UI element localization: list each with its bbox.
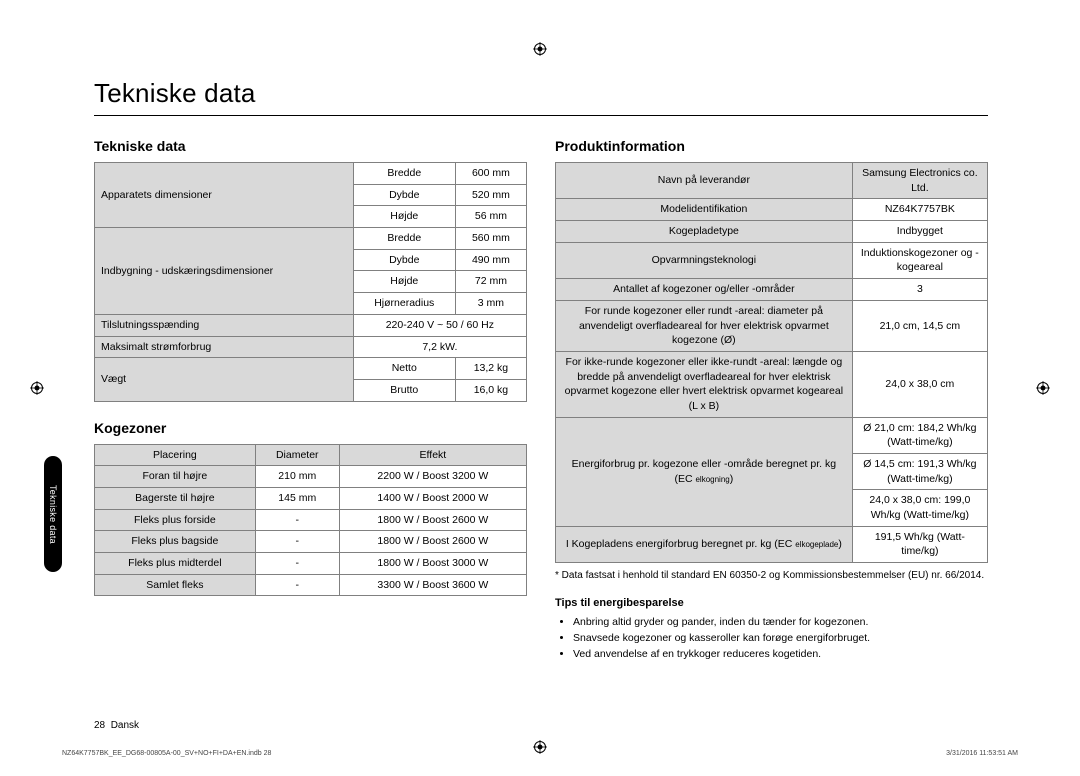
zone-effect: 1400 W / Boost 2000 W [339, 487, 526, 509]
product-label: Antallet af kogezoner og/eller -områder [556, 279, 853, 301]
product-value: Indbygget [852, 221, 987, 243]
spec-key: Hjørneradius [353, 293, 455, 315]
spec-val: 13,2 kg [455, 358, 526, 380]
spec-key: Højde [353, 206, 455, 228]
list-item: Anbring altid gryder og pander, inden du… [573, 615, 988, 629]
zone-diameter: - [255, 531, 339, 553]
product-value: 3 [852, 279, 987, 301]
spec-val: 600 mm [455, 163, 526, 185]
tips-title: Tips til energibesparelse [555, 597, 988, 609]
spec-key: Bredde [353, 163, 455, 185]
spec-val: 7,2 kW. [353, 336, 526, 358]
spec-table: Apparatets dimensioner Bredde 600 mm Dyb… [94, 162, 527, 402]
zone-effect: 2200 W / Boost 3200 W [339, 466, 526, 488]
zone-diameter: 145 mm [255, 487, 339, 509]
crop-mark-icon [533, 42, 547, 56]
zone-effect: 1800 W / Boost 2600 W [339, 509, 526, 531]
section-title-zones: Kogezoner [94, 420, 527, 436]
zone-name: Bagerste til højre [95, 487, 256, 509]
right-column: Produktinformation Navn på leverandør Sa… [555, 138, 988, 663]
spec-key: Dybde [353, 184, 455, 206]
spec-val: 3 mm [455, 293, 526, 315]
spec-val: 520 mm [455, 184, 526, 206]
spec-val: 16,0 kg [455, 379, 526, 401]
product-info-table: Navn på leverandør Samsung Electronics c… [555, 162, 988, 563]
zone-name: Fleks plus midterdel [95, 553, 256, 575]
spec-key: Bredde [353, 228, 455, 250]
list-item: Ved anvendelse af en trykkoger reduceres… [573, 647, 988, 661]
product-label: I Kogepladens energiforbrug beregnet pr.… [556, 526, 853, 562]
zones-header: Effekt [339, 444, 526, 466]
product-label-energy: Energiforbrug pr. kogezone eller -område… [556, 417, 853, 526]
zone-effect: 1800 W / Boost 3000 W [339, 553, 526, 575]
footnote: * Data fastsat i henhold til standard EN… [555, 569, 988, 583]
zone-name: Fleks plus forside [95, 509, 256, 531]
zones-table: Placering Diameter Effekt Foran til højr… [94, 444, 527, 597]
product-value: 21,0 cm, 14,5 cm [852, 300, 987, 351]
spec-val: 490 mm [455, 249, 526, 271]
spec-key: Brutto [353, 379, 455, 401]
product-header-label: Navn på leverandør [556, 163, 853, 199]
spec-key: Netto [353, 358, 455, 380]
product-value: 24,0 x 38,0 cm: 199,0 Wh/kg (Watt-time/k… [852, 490, 987, 526]
product-label: For runde kogezoner eller rundt -areal: … [556, 300, 853, 351]
product-label: Modelidentifikation [556, 199, 853, 221]
zone-effect: 3300 W / Boost 3600 W [339, 574, 526, 596]
product-value: Ø 21,0 cm: 184,2 Wh/kg (Watt-time/kg) [852, 417, 987, 453]
spec-val: 56 mm [455, 206, 526, 228]
zone-diameter: - [255, 574, 339, 596]
zone-name: Foran til højre [95, 466, 256, 488]
table-row: Fleks plus bagside - 1800 W / Boost 2600… [95, 531, 527, 553]
product-value: 24,0 x 38,0 cm [852, 351, 987, 417]
table-row: Bagerste til højre 145 mm 1400 W / Boost… [95, 487, 527, 509]
product-value: 191,5 Wh/kg (Watt-time/kg) [852, 526, 987, 562]
zone-diameter: - [255, 509, 339, 531]
product-label: Opvarmningsteknologi [556, 242, 853, 278]
spec-group-label: Tilslutningsspænding [95, 314, 354, 336]
crop-mark-icon [1036, 381, 1050, 395]
section-title-product: Produktinformation [555, 138, 988, 154]
page-number: 28 Dansk [94, 720, 139, 731]
footer-timestamp: 3/31/2016 11:53:51 AM [946, 750, 1018, 757]
footer-filename: NZ64K7757BK_EE_DG68-00805A-00_SV+NO+FI+D… [62, 750, 271, 757]
spec-key: Dybde [353, 249, 455, 271]
zone-effect: 1800 W / Boost 2600 W [339, 531, 526, 553]
zone-name: Fleks plus bagside [95, 531, 256, 553]
table-row: Fleks plus midterdel - 1800 W / Boost 30… [95, 553, 527, 575]
table-row: Foran til højre 210 mm 2200 W / Boost 32… [95, 466, 527, 488]
spec-group-label: Indbygning - udskæringsdimensioner [95, 228, 354, 315]
spec-group-label: Apparatets dimensioner [95, 163, 354, 228]
spec-key: Højde [353, 271, 455, 293]
zones-header: Diameter [255, 444, 339, 466]
main-title: Tekniske data [94, 78, 988, 116]
tips-list: Anbring altid gryder og pander, inden du… [555, 615, 988, 662]
zones-header: Placering [95, 444, 256, 466]
spec-group-label: Maksimalt strømforbrug [95, 336, 354, 358]
spec-val: 220-240 V ~ 50 / 60 Hz [353, 314, 526, 336]
list-item: Snavsede kogezoner og kasseroller kan fo… [573, 631, 988, 645]
product-label: For ikke-runde kogezoner eller ikke-rund… [556, 351, 853, 417]
product-label: Kogepladetype [556, 221, 853, 243]
spec-val: 72 mm [455, 271, 526, 293]
spec-group-label: Vægt [95, 358, 354, 401]
spec-val: 560 mm [455, 228, 526, 250]
page-content: Tekniske data Tekniske data Apparatets d… [94, 78, 988, 663]
zone-diameter: - [255, 553, 339, 575]
table-row: Samlet fleks - 3300 W / Boost 3600 W [95, 574, 527, 596]
left-column: Tekniske data Apparatets dimensioner Bre… [94, 138, 527, 663]
product-value: NZ64K7757BK [852, 199, 987, 221]
side-tab: Tekniske data [44, 456, 62, 572]
zone-name: Samlet fleks [95, 574, 256, 596]
product-value: Ø 14,5 cm: 191,3 Wh/kg (Watt-time/kg) [852, 454, 987, 490]
table-row: Fleks plus forside - 1800 W / Boost 2600… [95, 509, 527, 531]
crop-mark-icon [533, 740, 547, 754]
product-header-value: Samsung Electronics co. Ltd. [852, 163, 987, 199]
product-value: Induktionskogezoner og -kogeareal [852, 242, 987, 278]
zone-diameter: 210 mm [255, 466, 339, 488]
section-title-tech: Tekniske data [94, 138, 527, 154]
crop-mark-icon [30, 381, 44, 395]
